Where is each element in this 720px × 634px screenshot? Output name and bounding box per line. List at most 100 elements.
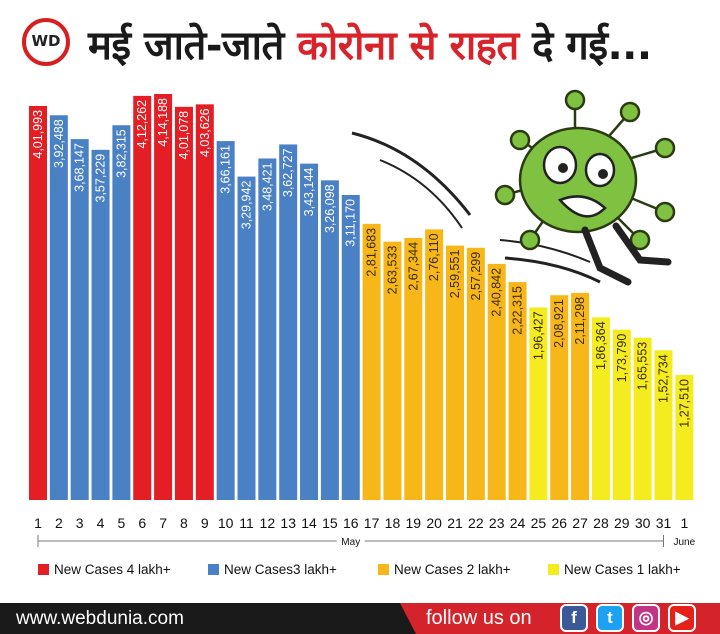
- bar-value-label-13: 3,62,727: [281, 148, 295, 197]
- bar-29: [612, 329, 631, 500]
- bar-value-label-29: 1,73,790: [615, 334, 629, 383]
- title-part-1: मई जाते-जाते: [88, 23, 298, 69]
- bar-9: [195, 104, 214, 500]
- x-tick-label: 1: [680, 515, 688, 531]
- bar-value-label-19: 2,67,344: [406, 242, 420, 291]
- bar-8: [174, 106, 193, 500]
- x-tick-label: 31: [656, 515, 672, 531]
- x-tick-label: 29: [614, 515, 630, 531]
- bar-value-label-10: 3,66,161: [219, 145, 233, 194]
- bar-value-label-3: 3,68,147: [73, 143, 87, 192]
- x-axis: 1 2 3 4 5 6 7 8 9 10 11 12 13 14 15 16 17 18 19 20 21 22 23 24 2…: [34, 515, 698, 548]
- follow-text: follow us on: [426, 607, 532, 629]
- facebook-glyph: f: [571, 608, 577, 627]
- bar-value-label-31: 1,52,734: [657, 354, 671, 403]
- logo-text: WD: [31, 32, 61, 50]
- x-tick-label: 9: [201, 515, 209, 531]
- bar-11: [237, 176, 256, 500]
- bar-16: [341, 194, 360, 501]
- legend-swatch-3lakh: [208, 564, 219, 575]
- bar-17: [362, 223, 381, 500]
- bar-value-label-8: 4,01,078: [177, 111, 191, 160]
- header: WD मई जाते-जाते कोरोना से राहत दे गई...: [0, 0, 720, 90]
- june-label-bg: [671, 534, 698, 547]
- bar-value-label-32: 1,27,510: [677, 379, 691, 428]
- bar-26: [550, 295, 569, 500]
- webdunia-logo[interactable]: WD: [22, 18, 70, 66]
- bar-chart: 4,01,993 3,92,488 3,68,147 3,57,229 3,82,315…: [29, 89, 698, 577]
- youtube-icon[interactable]: ▶: [668, 604, 696, 632]
- bar-10: [216, 141, 235, 500]
- x-tick-label: 10: [218, 515, 234, 531]
- bars: [29, 94, 694, 501]
- bar-3: [70, 139, 89, 500]
- bar-value-label-27: 2,11,298: [573, 297, 587, 345]
- bar-value-label-26: 2,08,921: [552, 299, 566, 348]
- bar-5: [112, 125, 131, 500]
- x-tick-label: 12: [260, 515, 276, 531]
- bar-value-label-12: 3,48,421: [260, 162, 274, 211]
- x-tick-label: 11: [239, 515, 254, 531]
- title-part-2: कोरोना से राहत: [297, 23, 519, 69]
- page-title: मई जाते-जाते कोरोना से राहत दे गई...: [88, 16, 652, 71]
- instagram-icon[interactable]: ◎: [632, 604, 660, 632]
- x-tick-label: 6: [138, 515, 146, 531]
- x-tick-label: 28: [593, 515, 609, 531]
- bar-value-label-9: 4,03,626: [198, 108, 212, 157]
- legend-label-4lakh: New Cases 4 lakh+: [54, 562, 171, 577]
- x-tick-label: 23: [489, 515, 505, 531]
- legend-label-3lakh: New Cases3 lakh+: [224, 562, 337, 577]
- title-part-3: दे गई...: [518, 23, 652, 69]
- x-tick-label: 13: [280, 515, 296, 531]
- twitter-icon[interactable]: t: [596, 604, 624, 632]
- bar-value-labels: 4,01,993 3,92,488 3,68,147 3,57,229 3,82,315…: [31, 98, 691, 428]
- x-tick-label: 30: [635, 515, 651, 531]
- bar-value-label-14: 3,43,144: [302, 168, 316, 217]
- x-tick-label: 26: [551, 515, 567, 531]
- bar-value-label-28: 1,86,364: [594, 321, 608, 370]
- bar-28: [591, 317, 610, 500]
- x-tick-label: 2: [55, 515, 63, 531]
- x-tick-label: 22: [468, 515, 484, 531]
- bar-19: [404, 237, 423, 500]
- legend-swatch-1lakh: [548, 564, 559, 575]
- bar-value-label-5: 3,82,315: [114, 129, 128, 178]
- x-tick-label: 7: [159, 515, 167, 531]
- bar-value-label-6: 4,12,262: [135, 100, 149, 149]
- bar-value-label-21: 2,59,551: [448, 250, 462, 299]
- x-tick-label: 3: [76, 515, 84, 531]
- x-tick-label: 24: [510, 515, 526, 531]
- x-tick-label: 1: [34, 515, 42, 531]
- x-tick-label: 27: [572, 515, 588, 531]
- bar-value-label-16: 3,11,170: [344, 199, 358, 247]
- bar-30: [633, 337, 652, 500]
- x-tick-label: 20: [426, 515, 442, 531]
- legend-swatch-4lakh: [38, 564, 49, 575]
- bar-14: [300, 163, 319, 501]
- x-tick-label: 21: [447, 515, 463, 531]
- site-url[interactable]: www.webdunia.com: [16, 608, 184, 629]
- x-tick-label: 25: [531, 515, 547, 531]
- month-label-june: June: [674, 537, 696, 548]
- bar-value-label-20: 2,76,110: [427, 233, 441, 281]
- bar-22: [466, 247, 485, 500]
- bar-value-label-11: 3,29,942: [240, 181, 254, 230]
- bar-4: [91, 149, 110, 500]
- bar-27: [571, 292, 590, 500]
- x-tick-label: 18: [385, 515, 401, 531]
- twitter-glyph: t: [607, 608, 613, 627]
- instagram-glyph: ◎: [638, 608, 654, 627]
- facebook-icon[interactable]: f: [560, 604, 588, 632]
- virus-illustration: [351, 89, 676, 286]
- bar-value-label-15: 3,26,098: [323, 184, 337, 233]
- footer: www.webdunia.com follow us on f t ◎ ▶: [0, 603, 720, 634]
- x-tick-label: 19: [406, 515, 422, 531]
- x-tick-label: 5: [118, 515, 126, 531]
- bar-value-label-1: 4,01,993: [31, 110, 45, 159]
- bar-value-label-22: 2,57,299: [469, 252, 483, 301]
- x-tick-label: 14: [301, 515, 317, 531]
- x-tick-label: 17: [364, 515, 380, 531]
- x-tick-label: 4: [97, 515, 105, 531]
- bar-20: [425, 229, 444, 500]
- bar-value-label-2: 3,92,488: [52, 119, 66, 168]
